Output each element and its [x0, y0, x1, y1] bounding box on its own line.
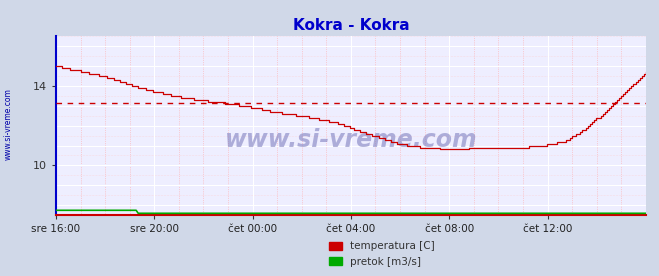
Text: www.si-vreme.com: www.si-vreme.com [3, 88, 13, 160]
Legend: temperatura [C], pretok [m3/s]: temperatura [C], pretok [m3/s] [326, 237, 439, 271]
Text: www.si-vreme.com: www.si-vreme.com [225, 128, 477, 152]
Title: Kokra - Kokra: Kokra - Kokra [293, 18, 409, 33]
